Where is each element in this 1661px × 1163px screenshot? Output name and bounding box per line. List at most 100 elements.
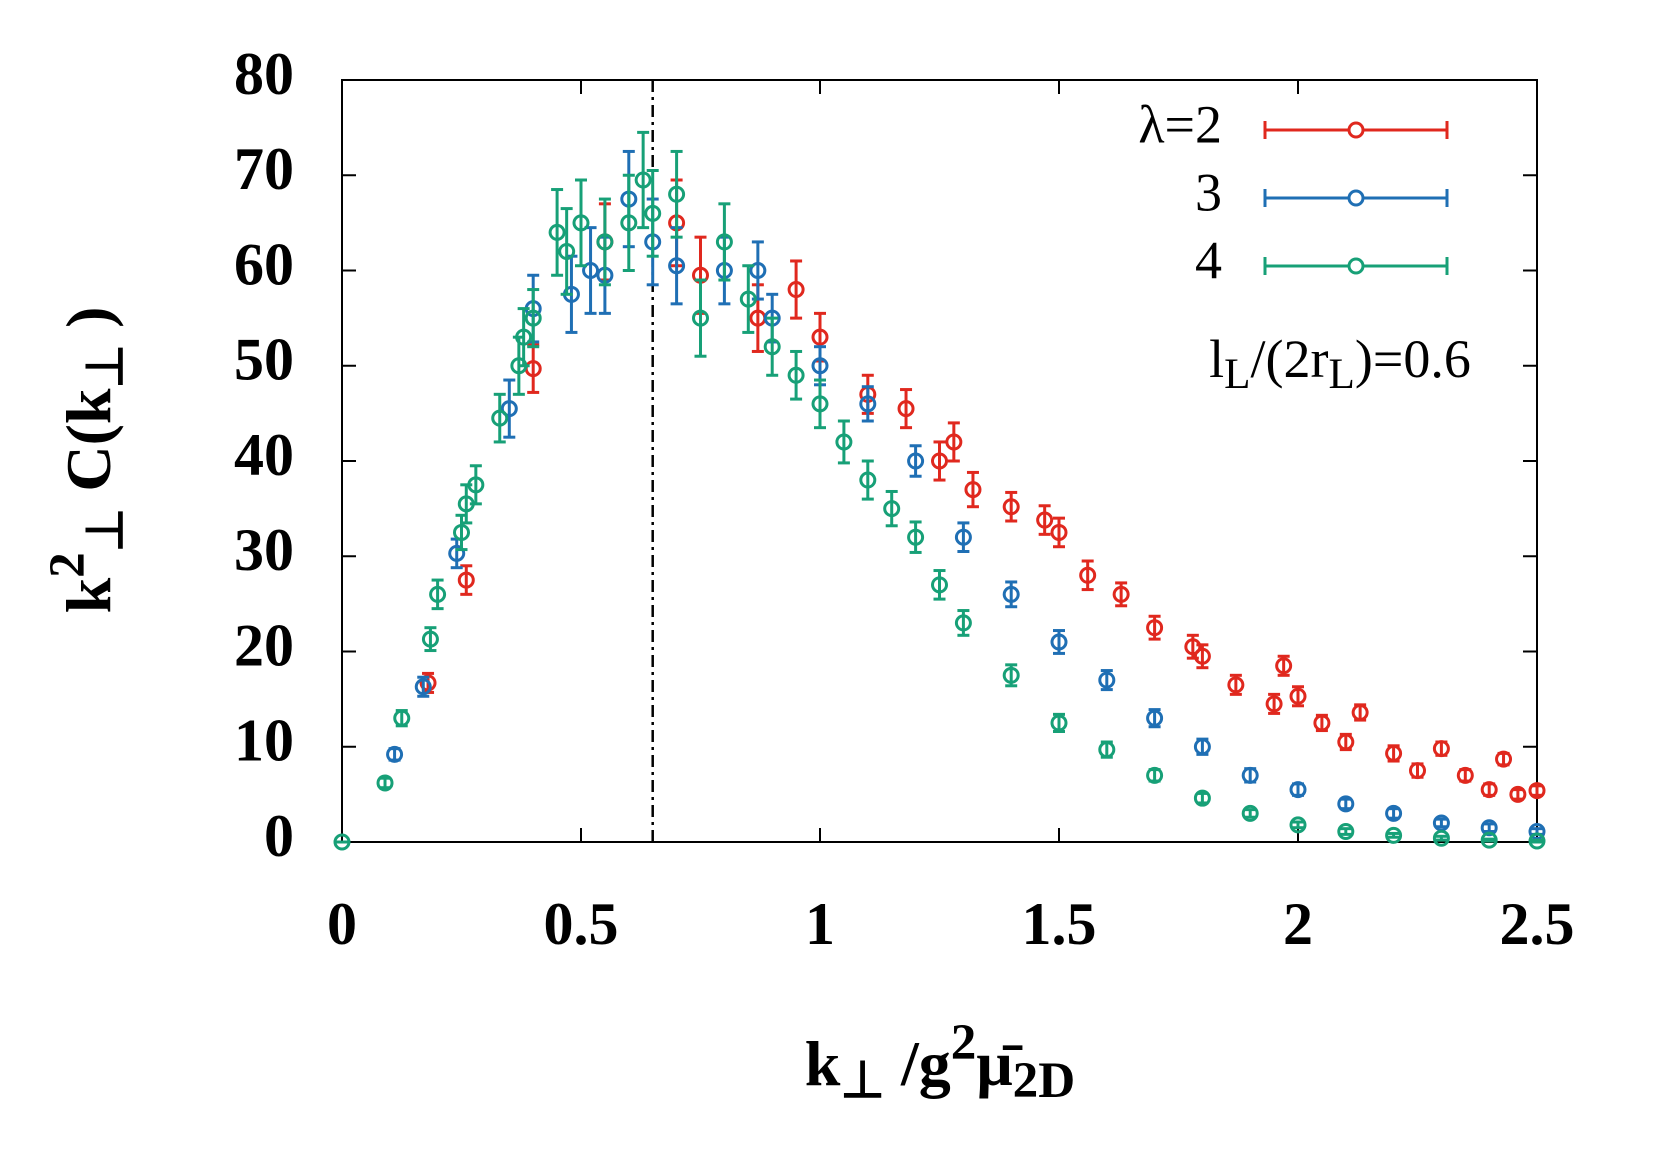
- point: [749, 262, 767, 279]
- point: [1193, 738, 1211, 756]
- point: [1146, 766, 1164, 784]
- label-part: L: [1329, 351, 1355, 398]
- point: [393, 709, 411, 727]
- x-axis-label: k⊥ /g2μ̄2D: [805, 1014, 1075, 1109]
- point: [596, 233, 614, 251]
- y-tick-label: 80: [234, 41, 294, 107]
- point: [1480, 831, 1498, 849]
- point: [1385, 826, 1403, 844]
- point: [907, 528, 925, 546]
- y-tick-label: 0: [264, 803, 294, 869]
- point: [739, 290, 757, 308]
- x-tick-label: 2.5: [1500, 891, 1575, 957]
- point: [1313, 714, 1331, 732]
- legend-label: 4: [1195, 230, 1222, 290]
- label-part: L: [1224, 351, 1250, 398]
- point: [457, 571, 475, 589]
- point: [811, 328, 829, 346]
- x-tick-label: 0.5: [544, 891, 619, 957]
- point: [954, 614, 972, 632]
- point: [1351, 703, 1369, 721]
- point: [1528, 823, 1546, 841]
- point: [1289, 687, 1307, 705]
- plot-frame: [341, 79, 1538, 843]
- y-axis-label: k2⊥ C(k⊥ ): [39, 307, 134, 614]
- point: [1275, 657, 1293, 675]
- point: [1112, 585, 1130, 603]
- point: [644, 204, 662, 222]
- legend-marker: [1347, 257, 1365, 275]
- point: [859, 395, 877, 413]
- y-tick-label: 30: [234, 517, 294, 583]
- point: [448, 544, 466, 562]
- label-part: k: [53, 577, 124, 613]
- label-part: C(k: [53, 388, 124, 508]
- point: [1409, 762, 1426, 780]
- point: [429, 585, 447, 603]
- point: [931, 576, 948, 594]
- y-tick-label: 40: [234, 422, 294, 488]
- y-tick-label: 70: [234, 136, 294, 202]
- point: [1337, 795, 1355, 813]
- point: [1241, 804, 1259, 822]
- point: [835, 433, 853, 451]
- point: [421, 630, 439, 648]
- y-tick-label: 60: [234, 231, 294, 297]
- label-part: k: [805, 1028, 841, 1099]
- point: [1480, 819, 1498, 837]
- point: [1050, 523, 1068, 541]
- point: [1193, 647, 1211, 665]
- point: [1098, 671, 1116, 689]
- legend-marker: [1347, 189, 1365, 207]
- point: [515, 328, 533, 346]
- point: [1227, 676, 1245, 694]
- point: [524, 309, 542, 327]
- point: [1079, 566, 1097, 584]
- legend-label: 3: [1195, 162, 1222, 222]
- point: [558, 242, 576, 260]
- point: [1289, 781, 1307, 799]
- point: [1193, 789, 1211, 807]
- point: [1528, 782, 1546, 800]
- point: [1002, 666, 1020, 684]
- point: [668, 185, 686, 203]
- point: [787, 281, 805, 299]
- point: [620, 214, 638, 232]
- point: [500, 400, 518, 418]
- x-tick-label: 0: [327, 891, 357, 957]
- label-part: 2: [39, 552, 96, 578]
- point: [1432, 740, 1450, 758]
- y-tick-label: 10: [234, 708, 294, 774]
- point: [1146, 619, 1164, 637]
- point: [1509, 785, 1527, 803]
- x-tick-label: 1: [805, 891, 835, 957]
- point: [1098, 741, 1116, 759]
- label-part: /(2r: [1251, 329, 1329, 389]
- label-part: ⊥: [77, 508, 134, 553]
- legend-marker: [1347, 121, 1365, 139]
- point: [634, 171, 652, 189]
- point: [763, 338, 781, 356]
- point: [572, 214, 590, 232]
- point: [491, 409, 509, 427]
- point: [1036, 511, 1054, 529]
- point: [1050, 714, 1068, 732]
- point: [1050, 633, 1068, 651]
- point: [1495, 750, 1513, 768]
- point: [692, 309, 709, 327]
- point: [811, 357, 829, 375]
- point: [1002, 498, 1020, 516]
- point: [883, 500, 901, 518]
- label-part: ): [53, 307, 124, 344]
- point: [1146, 709, 1164, 727]
- point: [1241, 766, 1259, 784]
- point: [964, 481, 982, 499]
- point: [668, 257, 686, 275]
- point: [1289, 816, 1307, 834]
- point: [931, 452, 948, 470]
- point: [376, 774, 394, 792]
- point: [945, 433, 963, 451]
- point: [1385, 804, 1403, 822]
